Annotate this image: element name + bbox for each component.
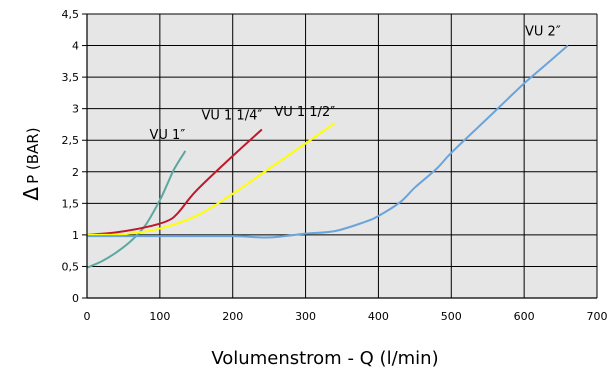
series-line [86, 150, 187, 269]
series-label: VU 1 1/2″ [274, 105, 335, 120]
svg-text:ΔP (BAR): Δ P (BAR) [19, 127, 43, 200]
y-tick-label: 3 [72, 103, 79, 116]
y-tick-label: 2 [72, 166, 79, 179]
x-tick-label: 500 [441, 310, 462, 323]
series-line [87, 44, 569, 239]
y-tick-label: 1,5 [62, 197, 80, 210]
series-lines [86, 44, 569, 269]
y-axis-label: P (BAR) [24, 127, 42, 184]
y-tick-label: 0 [72, 292, 79, 305]
y-tick-label: 0,5 [62, 260, 80, 273]
y-tick-label: 2,5 [62, 134, 80, 147]
y-tick-label: 4,5 [62, 8, 80, 21]
x-tick-label: 100 [149, 310, 170, 323]
series-label: VU 1″ [150, 128, 186, 143]
x-tick-label: 300 [295, 310, 316, 323]
x-tick-label: 400 [368, 310, 389, 323]
y-axis-title: Δ P (BAR) [19, 127, 43, 200]
series-label: VU 2″ [525, 25, 561, 40]
plot-background [87, 14, 597, 298]
x-tick-label: 0 [84, 310, 91, 323]
axes [82, 13, 597, 299]
series-labels: VU 1″ VU 1 1/4″ VU 1 1/2″ VU 2″ [150, 25, 561, 143]
series-line [86, 128, 263, 236]
tick-labels: 0 100 200 300 400 500 600 700 0 0,5 1 1,5 2 2,5 3 3,5 4 4… [62, 8, 607, 323]
series-label: VU 1 1/4″ [201, 108, 262, 123]
x-axis-title: Volumenstrom - Q (l/min) [211, 348, 438, 369]
x-tick-label: 700 [587, 310, 607, 323]
y-tick-label: 1 [72, 229, 79, 242]
delta-symbol: Δ [19, 187, 43, 201]
x-tick-label: 600 [514, 310, 535, 323]
x-tick-label: 200 [222, 310, 243, 323]
series-line [86, 122, 336, 236]
y-tick-label: 4 [72, 40, 79, 53]
y-tick-label: 3,5 [62, 71, 80, 84]
